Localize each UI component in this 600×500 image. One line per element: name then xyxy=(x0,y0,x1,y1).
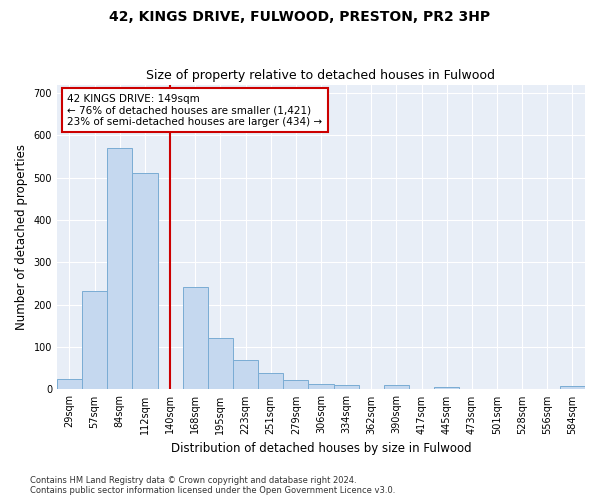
Text: 42, KINGS DRIVE, FULWOOD, PRESTON, PR2 3HP: 42, KINGS DRIVE, FULWOOD, PRESTON, PR2 3… xyxy=(109,10,491,24)
Y-axis label: Number of detached properties: Number of detached properties xyxy=(15,144,28,330)
Bar xyxy=(107,148,133,390)
Bar xyxy=(57,379,82,390)
Text: Contains HM Land Registry data © Crown copyright and database right 2024.
Contai: Contains HM Land Registry data © Crown c… xyxy=(30,476,395,495)
Bar xyxy=(434,387,459,390)
Bar xyxy=(384,385,409,390)
Bar xyxy=(82,291,107,390)
X-axis label: Distribution of detached houses by size in Fulwood: Distribution of detached houses by size … xyxy=(170,442,471,455)
Bar xyxy=(308,384,334,390)
Bar xyxy=(208,338,233,390)
Bar xyxy=(283,380,308,390)
Bar xyxy=(334,385,359,390)
Bar xyxy=(182,287,208,390)
Title: Size of property relative to detached houses in Fulwood: Size of property relative to detached ho… xyxy=(146,69,496,82)
Bar xyxy=(560,386,585,390)
Bar xyxy=(133,174,158,390)
Bar xyxy=(258,374,283,390)
Bar xyxy=(233,360,258,390)
Text: 42 KINGS DRIVE: 149sqm
← 76% of detached houses are smaller (1,421)
23% of semi-: 42 KINGS DRIVE: 149sqm ← 76% of detached… xyxy=(67,94,323,127)
